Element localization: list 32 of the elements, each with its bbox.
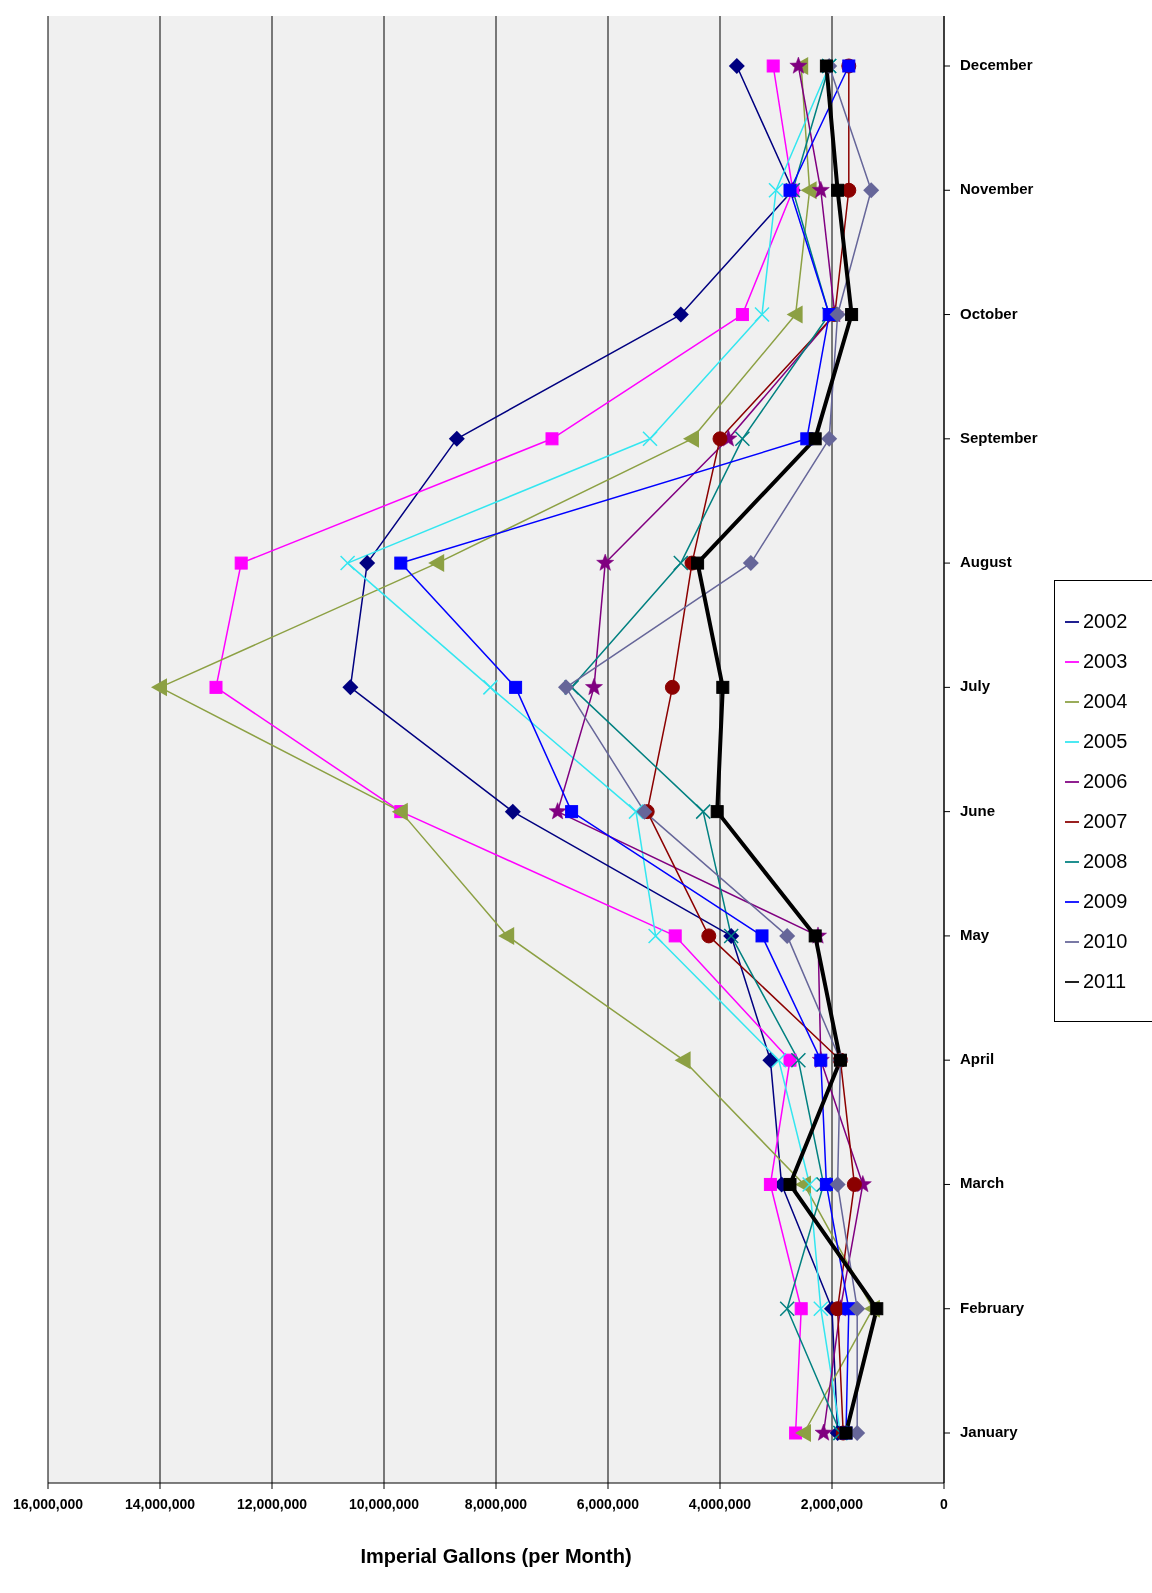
y-tick-label: February <box>960 1298 1025 1316</box>
legend-label: 2002 <box>1083 609 1128 632</box>
x-tick-label: 2,000,000 <box>800 1496 864 1512</box>
x-axis-title: Imperial Gallons (per Month) <box>360 1545 632 1567</box>
legend-label: 2007 <box>1083 809 1128 832</box>
x-tick-label: 10,000,000 <box>348 1496 420 1512</box>
y-tick-label: August <box>960 553 1012 571</box>
y-tick-label: March <box>960 1174 1005 1192</box>
y-tick-label: June <box>960 801 996 819</box>
legend-label: 2006 <box>1083 769 1128 792</box>
y-tick-label: September <box>960 428 1038 446</box>
y-tick-label: December <box>960 55 1033 73</box>
legend-label: 2004 <box>1083 689 1128 712</box>
legend-label: 2003 <box>1083 649 1128 672</box>
x-tick-label: 4,000,000 <box>688 1496 752 1512</box>
x-tick-label: 8,000,000 <box>464 1496 528 1512</box>
y-tick-label: April <box>960 1050 995 1068</box>
y-tick-label: July <box>960 677 991 695</box>
y-tick-label: November <box>960 180 1034 198</box>
x-tick-label: 0 <box>940 1496 949 1512</box>
x-tick-label: 16,000,000 <box>12 1496 84 1512</box>
legend-label: 2005 <box>1083 729 1128 752</box>
x-tick-label: 6,000,000 <box>576 1496 640 1512</box>
legend-label: 2009 <box>1083 889 1128 912</box>
x-tick-label: 14,000,000 <box>124 1496 196 1512</box>
y-tick-label: October <box>960 304 1018 322</box>
x-tick-label: 12,000,000 <box>236 1496 308 1512</box>
legend-label: 2011 <box>1083 969 1127 992</box>
legend-label: 2008 <box>1083 849 1128 872</box>
legend-label: 2010 <box>1083 929 1128 952</box>
y-tick-label: January <box>960 1422 1019 1440</box>
y-tick-label: May <box>960 925 990 943</box>
